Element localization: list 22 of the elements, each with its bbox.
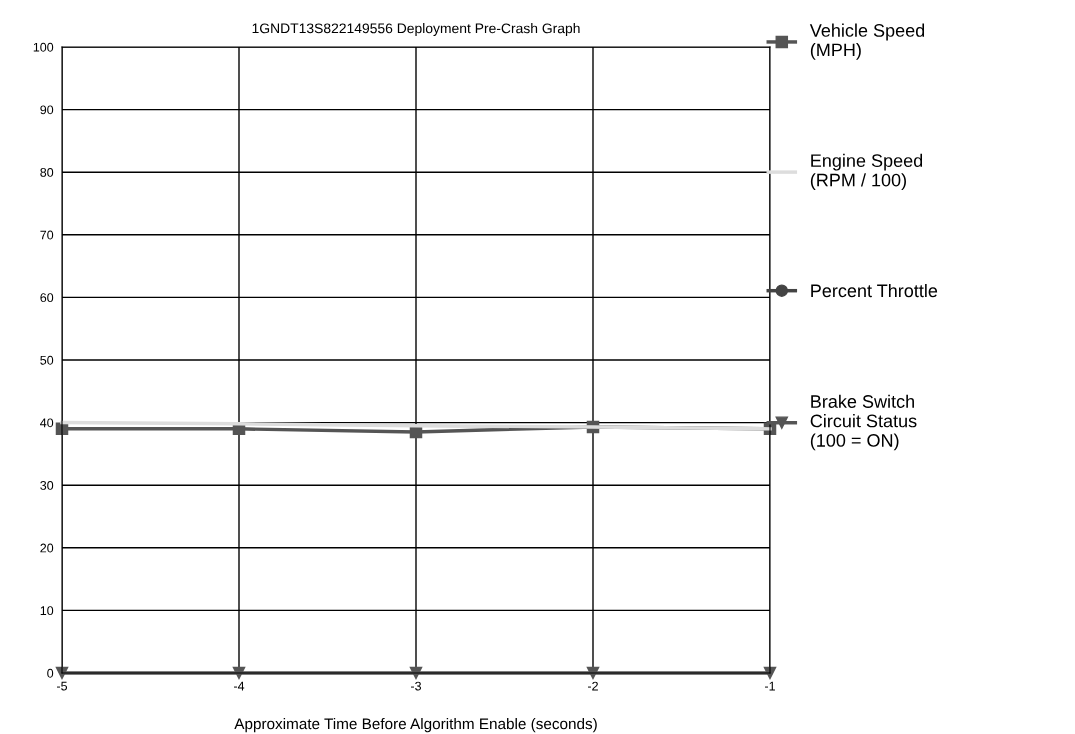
y-tick-label: 0 [47,668,54,678]
x-axis-title: Approximate Time Before Algorithm Enable (seconds) [234,717,597,733]
x-tick-label: -5 [57,681,68,691]
y-tick-label: 70 [40,230,54,240]
y-tick-label: 60 [40,293,54,303]
y-tick-label: 10 [40,606,54,616]
y-tick-label: 30 [40,481,54,490]
x-tick-label: -4 [234,681,245,691]
y-tick-label: 100 [33,42,54,52]
y-tick-label: 40 [40,418,54,428]
y-tick-label: 90 [40,105,54,115]
x-tick-label: -3 [411,681,422,691]
legend-label: Engine Speed (RPM / 100) [810,153,923,191]
legend-label: Brake Switch Circuit Status (100 = ON) [810,394,917,451]
legend-label: Percent Throttle [811,283,938,298]
x-tick-label: -1 [765,681,775,691]
x-tick-label: -2 [588,681,598,691]
y-tick-label: 80 [40,168,54,177]
y-tick-label: 20 [40,543,54,553]
y-tick-label: 50 [40,355,54,365]
legend-label: Vehicle Speed (MPH) [809,23,925,60]
chart-title: 1GNDT13S822149556 Deployment Pre-Crash Graph [252,23,580,36]
